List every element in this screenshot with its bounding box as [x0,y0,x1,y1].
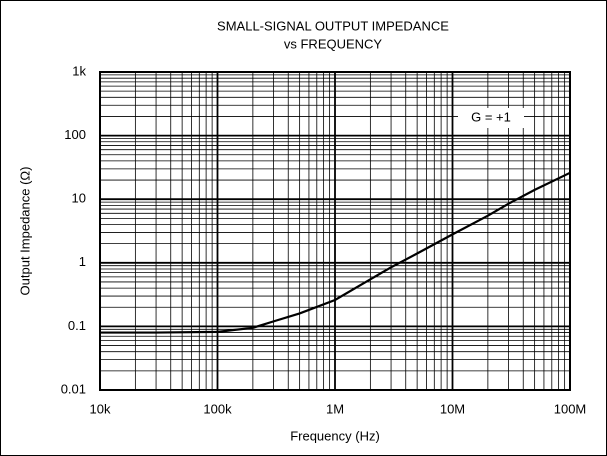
y-tick-label: 10 [72,191,86,206]
line-series [100,171,571,334]
x-tick-label: 1M [326,401,344,416]
x-tick-label: 10k [90,401,111,416]
annotation: G = +1 [471,109,511,124]
chart-subtitle: vs FREQUENCY [284,36,383,51]
x-tick-label: 100k [203,401,232,416]
annotation-bg [458,108,524,128]
x-tick-label: 100M [554,401,587,416]
plot-frame [99,71,571,391]
y-tick-label: 1 [79,254,86,269]
chart-title: SMALL-SIGNAL OUTPUT IMPEDANCE [217,18,449,33]
y-axis-label: Output Impedance (Ω) [17,167,32,296]
y-tick-label: 1k [72,63,86,78]
y-tick-label: 0.01 [61,381,86,396]
x-axis-label: Frequency (Hz) [290,428,380,443]
y-tick-label: 0.1 [68,318,86,333]
x-tick-label: 10M [440,401,465,416]
y-tick-label: 100 [64,127,86,142]
